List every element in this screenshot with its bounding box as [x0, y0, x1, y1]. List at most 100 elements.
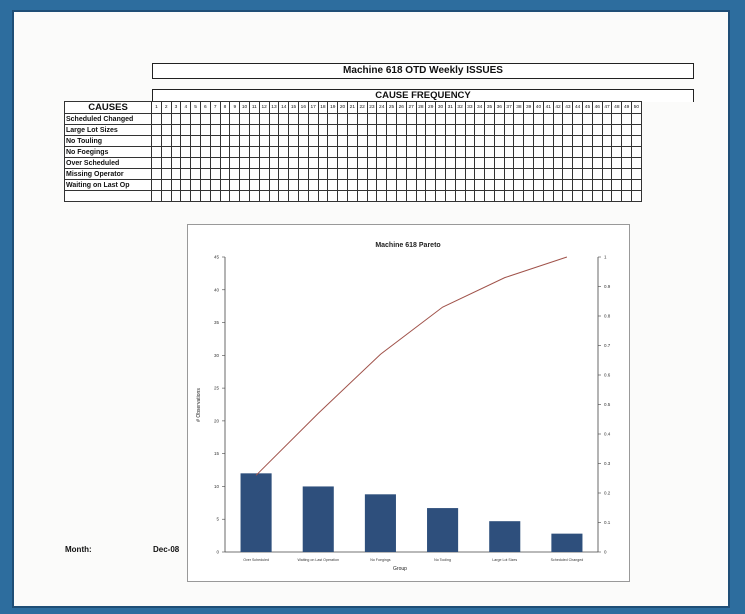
y2-tick-label: 1	[604, 255, 607, 260]
column-number: 25	[386, 101, 397, 114]
tally-cell	[435, 190, 446, 202]
tally-cell	[219, 146, 231, 158]
tally-cell	[160, 157, 172, 169]
tally-cell	[170, 124, 182, 136]
tally-cell	[229, 146, 241, 158]
tally-cell	[395, 157, 407, 169]
tally-cell	[533, 146, 544, 158]
tally-cell	[631, 146, 642, 158]
tally-cell	[405, 146, 417, 158]
tally-cell	[562, 124, 574, 136]
cause-row: Over Scheduled	[64, 157, 642, 169]
tally-cell	[288, 157, 299, 169]
tally-cell	[337, 157, 348, 169]
tally-cell	[621, 168, 633, 180]
tally-cell	[160, 168, 172, 180]
tally-cell	[248, 168, 260, 180]
cause-frequency-header: CAUSE FREQUENCY	[152, 89, 694, 102]
tally-cell	[552, 179, 564, 191]
report-page: Machine 618 OTD Weekly ISSUES CAUSE FREQ…	[12, 10, 730, 608]
tally-cell	[415, 113, 427, 125]
tally-cell	[327, 146, 339, 158]
column-number: 43	[562, 101, 574, 114]
y-tick-label: 10	[214, 484, 220, 489]
tally-cell	[199, 146, 211, 158]
tally-cell	[631, 168, 642, 180]
tally-cell	[523, 124, 535, 136]
tally-cell	[170, 157, 182, 169]
tally-cell	[464, 113, 476, 125]
tally-cell	[513, 190, 525, 202]
tally-cell	[327, 190, 339, 202]
tally-cell	[513, 146, 525, 158]
tally-cell	[258, 179, 270, 191]
tally-cell	[160, 124, 172, 136]
tally-cell	[533, 179, 544, 191]
tally-cell	[552, 113, 564, 125]
tally-cell	[542, 146, 554, 158]
cause-label: Waiting on Last Op	[64, 179, 152, 191]
tally-cell	[493, 179, 505, 191]
tally-cell	[239, 113, 250, 125]
cause-row: Large Lot Sizes	[64, 124, 642, 136]
column-number: 50	[631, 101, 642, 114]
tally-cell	[268, 146, 280, 158]
column-number: 46	[591, 101, 603, 114]
tally-cell	[268, 157, 280, 169]
y-tick-label: 15	[214, 451, 220, 456]
tally-cell	[258, 124, 270, 136]
tally-cell	[562, 157, 574, 169]
tally-cell	[307, 168, 319, 180]
column-number: 4	[180, 101, 192, 114]
tally-cell	[435, 124, 446, 136]
tally-cell	[493, 168, 505, 180]
tally-cell	[190, 135, 201, 147]
tally-cell	[288, 124, 299, 136]
tally-cell	[219, 190, 231, 202]
cause-row	[64, 190, 642, 202]
tally-cell	[464, 168, 476, 180]
tally-cell	[572, 146, 584, 158]
tally-cell	[307, 135, 319, 147]
tally-cell	[425, 113, 437, 125]
tally-cell	[484, 146, 495, 158]
tally-cell	[484, 124, 495, 136]
tally-cell	[180, 168, 192, 180]
tally-cell	[484, 168, 495, 180]
column-number: 14	[278, 101, 290, 114]
tally-cell	[170, 168, 182, 180]
tally-cell	[601, 157, 613, 169]
tally-cell	[454, 179, 466, 191]
column-number: 36	[493, 101, 505, 114]
tally-cell	[268, 124, 280, 136]
tally-cell	[346, 157, 358, 169]
tally-cell	[356, 135, 368, 147]
tally-cell	[503, 124, 515, 136]
tally-cell	[297, 190, 309, 202]
tally-cell	[601, 113, 613, 125]
tally-cell	[317, 135, 329, 147]
tally-cell	[356, 146, 368, 158]
tally-cell	[356, 157, 368, 169]
tally-cell	[415, 146, 427, 158]
tally-cell	[180, 135, 192, 147]
tally-cell	[327, 179, 339, 191]
tally-cell	[395, 168, 407, 180]
tally-cell	[209, 190, 221, 202]
tally-cell	[356, 179, 368, 191]
column-number: 49	[621, 101, 633, 114]
column-number: 13	[268, 101, 280, 114]
tally-cell	[552, 168, 564, 180]
bar	[302, 486, 334, 552]
tally-cell	[151, 190, 162, 202]
tally-cell	[572, 157, 584, 169]
tally-cell	[405, 135, 417, 147]
tally-cell	[405, 179, 417, 191]
tally-cell	[278, 157, 290, 169]
tally-cell	[317, 113, 329, 125]
tally-cell	[327, 157, 339, 169]
tally-cell	[219, 157, 231, 169]
tally-cell	[386, 124, 397, 136]
tally-cell	[258, 157, 270, 169]
tally-cell	[288, 135, 299, 147]
